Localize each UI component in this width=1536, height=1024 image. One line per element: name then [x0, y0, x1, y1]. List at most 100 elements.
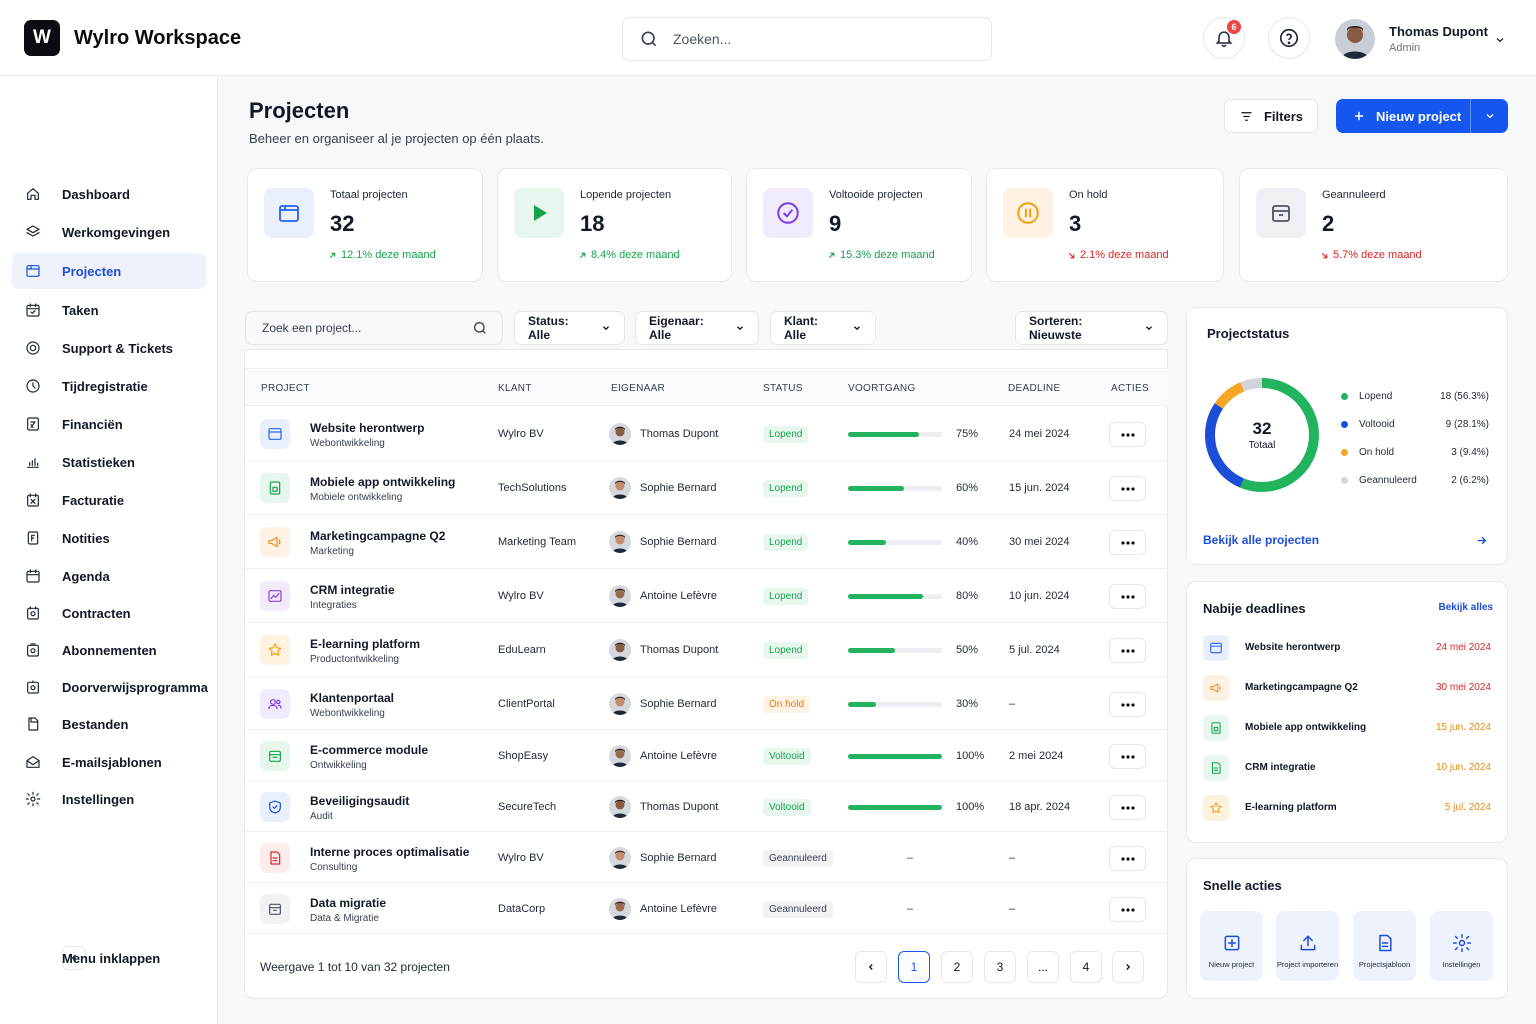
row-actions-button[interactable]: [1109, 584, 1146, 609]
row-actions-button[interactable]: [1109, 638, 1146, 663]
row-actions-button[interactable]: [1109, 795, 1146, 820]
project-name[interactable]: E-commerce module: [310, 743, 429, 757]
global-search-input[interactable]: [673, 31, 933, 47]
table-row[interactable]: Klantenportaal Webontwikkeling ClientPor…: [245, 677, 1169, 730]
arrow-right-icon[interactable]: [1475, 534, 1488, 547]
project-name[interactable]: Beveiligingsaudit: [310, 794, 410, 808]
page-button[interactable]: 2: [941, 951, 973, 983]
sidebar-item-financi-n[interactable]: Financiën: [12, 406, 206, 442]
row-actions-button[interactable]: [1109, 897, 1146, 922]
page-button[interactable]: 4: [1070, 951, 1102, 983]
notifications-button[interactable]: 6: [1203, 17, 1245, 59]
view-all-deadlines-link[interactable]: Bekijk alles: [1438, 602, 1493, 613]
stat-card-total-projects[interactable]: Totaal projecten 32 12.1% deze maand: [247, 168, 483, 282]
table-row[interactable]: Interne proces optimalisatie Consulting …: [245, 832, 1169, 883]
project-search[interactable]: [245, 311, 503, 345]
user-avatar[interactable]: [1335, 19, 1375, 59]
contract-icon: [25, 605, 41, 621]
row-actions-button[interactable]: [1109, 744, 1146, 769]
table-row[interactable]: Marketingcampagne Q2 Marketing Marketing…: [245, 515, 1169, 569]
row-actions-button[interactable]: [1109, 692, 1146, 717]
quick-action-project-importeren[interactable]: Project importeren: [1276, 911, 1339, 981]
quick-action-projectsjabloon[interactable]: Projectsjabloon: [1353, 911, 1416, 981]
help-button[interactable]: [1268, 17, 1310, 59]
project-client: Marketing Team: [498, 536, 577, 548]
sidebar-item-dashboard[interactable]: Dashboard: [12, 176, 206, 212]
new-project-button[interactable]: Nieuw project: [1336, 99, 1508, 133]
project-name[interactable]: Klantenportaal: [310, 691, 395, 705]
project-name[interactable]: Data migratie: [310, 896, 387, 910]
new-project-dropdown[interactable]: [1470, 99, 1508, 133]
sort-dropdown[interactable]: Sorteren: Nieuwste: [1015, 311, 1168, 345]
table-row[interactable]: E-commerce module Ontwikkeling ShopEasy …: [245, 730, 1169, 781]
deadline-item[interactable]: E-learning platform 5 jul. 2024: [1203, 795, 1491, 821]
quick-action-nieuw-project[interactable]: Nieuw project: [1200, 911, 1263, 981]
project-name[interactable]: Mobiele app ontwikkeling: [310, 475, 456, 489]
col-client[interactable]: KLANT: [498, 383, 532, 394]
sidebar-item-werkomgevingen[interactable]: Werkomgevingen: [12, 214, 206, 250]
project-name[interactable]: Website herontwerp: [310, 421, 425, 435]
sidebar-item-support-tickets[interactable]: Support & Tickets: [12, 330, 206, 366]
sidebar-item-projecten[interactable]: Projecten: [12, 253, 206, 289]
sidebar-item-statistieken[interactable]: Statistieken: [12, 444, 206, 480]
project-search-input[interactable]: [262, 321, 452, 335]
table-row[interactable]: Website herontwerp Webontwikkeling Wylro…: [245, 407, 1169, 461]
row-actions-button[interactable]: [1109, 530, 1146, 555]
sidebar-item-e-mailsjablonen[interactable]: E-mailsjablonen: [12, 744, 206, 780]
sidebar-item-tijdregistratie[interactable]: Tijdregistratie: [12, 368, 206, 404]
row-actions-button[interactable]: [1109, 422, 1146, 447]
more-icon: [1120, 594, 1135, 599]
donut-slice-geannuleerd[interactable]: [1205, 378, 1319, 492]
table-row[interactable]: Beveiligingsaudit Audit SecureTech Thoma…: [245, 781, 1169, 832]
sidebar-item-notities[interactable]: Notities: [12, 520, 206, 556]
sidebar-item-doorverwijsprogramma[interactable]: Doorverwijsprogramma: [12, 669, 208, 705]
stat-card-on-hold-projects[interactable]: On hold 3 2.1% deze maand: [986, 168, 1224, 282]
page-button[interactable]: 3: [984, 951, 1016, 983]
col-status[interactable]: STATUS: [763, 383, 803, 394]
global-search[interactable]: [622, 17, 992, 61]
prev-page-button[interactable]: [855, 951, 887, 983]
deadline-item[interactable]: CRM integratie 10 jun. 2024: [1203, 755, 1491, 781]
stat-card-completed-projects[interactable]: Voltooide projecten 9 15.3% deze maand: [746, 168, 972, 282]
sidebar-item-instellingen[interactable]: Instellingen: [12, 781, 206, 817]
sidebar-item-facturatie[interactable]: Facturatie: [12, 482, 206, 518]
project-name[interactable]: CRM integratie: [310, 583, 395, 597]
table-row[interactable]: CRM integratie Integraties Wylro BV Anto…: [245, 569, 1169, 623]
client-filter[interactable]: Klant: Alle: [770, 311, 876, 345]
deadline-item[interactable]: Marketingcampagne Q2 30 mei 2024: [1203, 675, 1491, 701]
quick-action-instellingen[interactable]: Instellingen: [1430, 911, 1493, 981]
table-row[interactable]: Data migratie Data & Migratie DataCorp A…: [245, 883, 1169, 934]
donut-slice-voltooid[interactable]: [1205, 378, 1319, 492]
sidebar-item-abonnementen[interactable]: Abonnementen: [12, 632, 206, 668]
col-deadline[interactable]: DEADLINE: [1008, 383, 1061, 394]
col-owner[interactable]: EIGENAAR: [611, 383, 666, 394]
table-row[interactable]: Mobiele app ontwikkeling Mobiele ontwikk…: [245, 461, 1169, 515]
stat-card-cancelled-projects[interactable]: Geannuleerd 2 5.7% deze maand: [1239, 168, 1508, 282]
sidebar-item-taken[interactable]: Taken: [12, 292, 206, 328]
deadline-item[interactable]: Mobiele app ontwikkeling 15 jun. 2024: [1203, 715, 1491, 741]
page-button[interactable]: 1: [898, 951, 930, 983]
page-button[interactable]: ...: [1027, 951, 1059, 983]
view-all-projects-link[interactable]: Bekijk alle projecten: [1203, 533, 1320, 547]
user-name[interactable]: Thomas Dupont: [1389, 24, 1488, 39]
chevron-down-icon[interactable]: [1494, 34, 1506, 46]
owner-filter[interactable]: Eigenaar: Alle: [635, 311, 759, 345]
col-project[interactable]: PROJECT: [261, 383, 310, 394]
sidebar-item-agenda[interactable]: Agenda: [12, 558, 206, 594]
project-name[interactable]: Interne proces optimalisatie: [310, 845, 470, 859]
stat-card-running-projects[interactable]: Lopende projecten 18 8.4% deze maand: [497, 168, 732, 282]
next-page-button[interactable]: [1112, 951, 1144, 983]
sidebar-item-contracten[interactable]: Contracten: [12, 595, 206, 631]
filters-button[interactable]: Filters: [1224, 99, 1318, 133]
new-project-main[interactable]: Nieuw project: [1336, 99, 1470, 133]
deadline-item[interactable]: Website herontwerp 24 mei 2024: [1203, 635, 1491, 661]
table-row[interactable]: E-learning platform Productontwikkeling …: [245, 623, 1169, 677]
status-filter[interactable]: Status: Alle: [514, 311, 625, 345]
row-actions-button[interactable]: [1109, 846, 1146, 871]
app-logo[interactable]: W: [24, 20, 60, 56]
project-name[interactable]: E-learning platform: [310, 637, 421, 651]
col-progress[interactable]: VOORTGANG: [848, 383, 916, 394]
sidebar-item-bestanden[interactable]: Bestanden: [12, 706, 206, 742]
project-name[interactable]: Marketingcampagne Q2: [310, 529, 446, 543]
row-actions-button[interactable]: [1109, 476, 1146, 501]
